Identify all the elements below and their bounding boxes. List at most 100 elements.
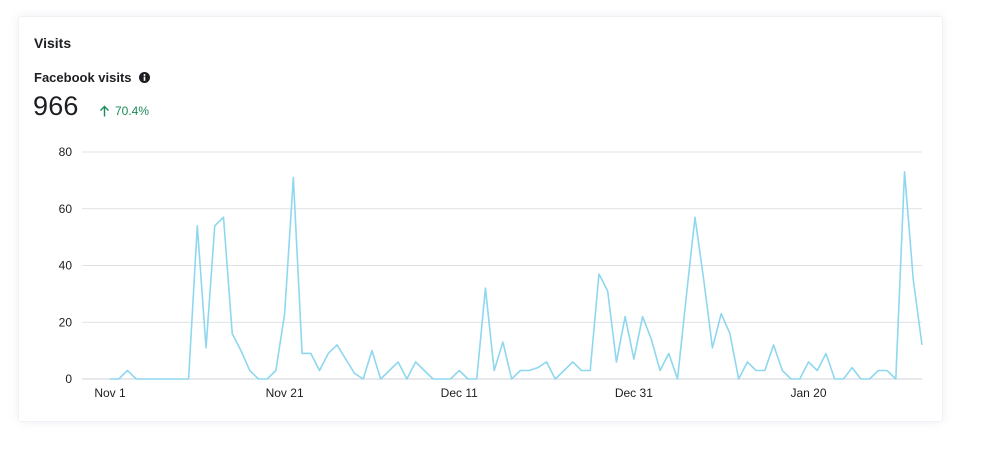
data-point[interactable] (795, 374, 805, 384)
data-point[interactable] (131, 374, 141, 384)
arrow-up-icon (99, 105, 110, 117)
data-point[interactable] (559, 365, 569, 375)
data-point[interactable] (611, 357, 621, 367)
data-point[interactable] (105, 374, 115, 384)
data-point[interactable] (236, 346, 246, 356)
data-point[interactable] (480, 283, 490, 293)
data-point[interactable] (192, 221, 202, 231)
data-point[interactable] (253, 374, 263, 384)
data-point[interactable] (227, 329, 237, 339)
data-point[interactable] (891, 374, 901, 384)
data-point[interactable] (838, 374, 848, 384)
data-point[interactable] (262, 374, 272, 384)
data-point[interactable] (908, 275, 918, 285)
data-point[interactable] (760, 365, 770, 375)
data-point[interactable] (646, 334, 656, 344)
info-circle-icon[interactable] (138, 72, 150, 83)
data-point[interactable] (157, 374, 167, 384)
data-point[interactable] (533, 363, 543, 373)
data-point[interactable] (716, 309, 726, 319)
data-point[interactable] (437, 374, 447, 384)
data-point[interactable] (830, 374, 840, 384)
data-point[interactable] (865, 374, 875, 384)
data-point[interactable] (384, 365, 394, 375)
data-point[interactable] (210, 221, 220, 231)
data-point[interactable] (515, 365, 525, 375)
data-point[interactable] (725, 329, 735, 339)
data-point[interactable] (550, 374, 560, 384)
data-point[interactable] (315, 365, 325, 375)
data-point[interactable] (594, 269, 604, 279)
data-point[interactable] (900, 167, 910, 177)
data-point[interactable] (428, 374, 438, 384)
data-point[interactable] (393, 357, 403, 367)
data-point[interactable] (673, 374, 683, 384)
data-point[interactable] (454, 365, 464, 375)
data-point[interactable] (175, 374, 185, 384)
data-point[interactable] (707, 343, 717, 353)
data-point[interactable] (699, 275, 709, 285)
data-point[interactable] (769, 340, 779, 350)
data-point[interactable] (114, 374, 124, 384)
data-point[interactable] (620, 312, 630, 322)
data-point[interactable] (786, 374, 796, 384)
data-point[interactable] (297, 348, 307, 358)
data-point[interactable] (323, 348, 333, 358)
data-point[interactable] (184, 374, 194, 384)
data-point[interactable] (245, 365, 255, 375)
data-point[interactable] (367, 346, 377, 356)
data-point[interactable] (812, 365, 822, 375)
data-point[interactable] (803, 357, 813, 367)
grid-lines (82, 151, 922, 380)
data-point[interactable] (821, 348, 831, 358)
data-point[interactable] (349, 368, 359, 378)
data-point[interactable] (603, 286, 613, 296)
data-point[interactable] (873, 365, 883, 375)
data-point[interactable] (201, 343, 211, 353)
data-point[interactable] (306, 348, 316, 358)
data-point[interactable] (122, 365, 132, 375)
data-point[interactable] (629, 354, 639, 364)
data-point[interactable] (472, 374, 482, 384)
data-point[interactable] (498, 337, 508, 347)
data-point[interactable] (419, 365, 429, 375)
data-point[interactable] (917, 340, 927, 350)
data-point[interactable] (411, 357, 421, 367)
data-point[interactable] (568, 357, 578, 367)
data-point[interactable] (882, 365, 892, 375)
data-point[interactable] (681, 292, 691, 302)
data-point[interactable] (847, 363, 857, 373)
data-point[interactable] (638, 312, 648, 322)
data-point[interactable] (734, 374, 744, 384)
x-tick-label: Nov 1 (94, 386, 126, 400)
data-point[interactable] (402, 374, 412, 384)
data-point[interactable] (463, 374, 473, 384)
data-point[interactable] (777, 365, 787, 375)
data-point[interactable] (742, 357, 752, 367)
data-point[interactable] (655, 365, 665, 375)
data-point[interactable] (288, 173, 298, 183)
data-point[interactable] (332, 340, 342, 350)
metric-label: Facebook visits (34, 70, 150, 85)
data-point[interactable] (576, 365, 586, 375)
data-point[interactable] (585, 365, 595, 375)
data-point[interactable] (341, 354, 351, 364)
data-point[interactable] (271, 365, 281, 375)
data-point[interactable] (446, 374, 456, 384)
data-point[interactable] (690, 212, 700, 222)
data-point[interactable] (280, 309, 290, 319)
data-point[interactable] (542, 357, 552, 367)
data-point[interactable] (140, 374, 150, 384)
metric-value: 966 (33, 91, 79, 121)
data-point[interactable] (524, 365, 534, 375)
data-point[interactable] (489, 365, 499, 375)
data-point[interactable] (751, 365, 761, 375)
data-point[interactable] (664, 348, 674, 358)
data-point[interactable] (149, 374, 159, 384)
data-point[interactable] (358, 374, 368, 384)
data-point[interactable] (219, 212, 229, 222)
data-point[interactable] (507, 374, 517, 384)
data-point[interactable] (376, 374, 386, 384)
data-point[interactable] (856, 374, 866, 384)
data-point[interactable] (166, 374, 176, 384)
